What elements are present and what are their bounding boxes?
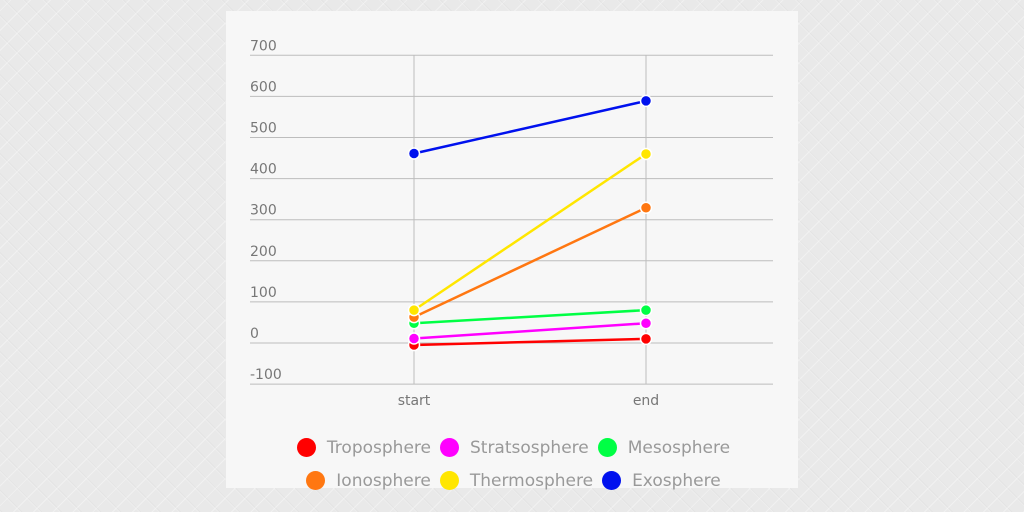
legend-label: Stratsosphere [469, 437, 589, 458]
y-tick-label: 600 [250, 79, 277, 95]
legend-swatch-icon [602, 471, 622, 490]
data-point[interactable] [407, 147, 421, 160]
legend-item[interactable]: Ionosphere [303, 471, 431, 491]
data-point[interactable] [407, 303, 421, 317]
legend-swatch-icon [597, 438, 617, 457]
chart-card: -100 0 100 200 300 400 500 600 700 start end Tropo… [226, 11, 798, 491]
series-line [413, 337, 647, 347]
data-point[interactable] [639, 303, 653, 317]
legend-swatch-icon [296, 438, 316, 457]
y-tick-label: 700 [250, 38, 277, 54]
y-tick-label: 100 [250, 285, 277, 301]
legend-label: Troposphere [326, 437, 431, 458]
legend-row: Ionosphere Thermosphere Exosphere [226, 464, 798, 497]
data-point[interactable] [639, 317, 653, 330]
series-line [413, 308, 647, 325]
y-tick-label: 0 [250, 326, 259, 342]
y-tick-label: 400 [250, 162, 277, 178]
y-tick-label: 300 [250, 203, 277, 219]
legend-swatch-icon [306, 471, 326, 490]
y-tick-label: -100 [250, 367, 282, 383]
legend-row: Troposphere Stratsosphere Mesosphere [226, 431, 798, 464]
series-line [413, 206, 647, 319]
data-point[interactable] [407, 332, 421, 345]
y-tick-label: 200 [250, 244, 277, 260]
series-line [413, 152, 647, 312]
legend-item[interactable]: Exosphere [599, 471, 721, 491]
series-line [413, 99, 647, 155]
chart-legend: Troposphere Stratsosphere Mesosphere Ionosp… [226, 431, 798, 497]
line-chart: -100 0 100 200 300 400 500 600 700 start end [250, 38, 773, 409]
x-tick-label: end [633, 393, 659, 409]
legend-label: Ionosphere [336, 470, 431, 491]
legend-item[interactable]: Mesosphere [595, 438, 730, 458]
data-point[interactable] [639, 332, 653, 346]
legend-item[interactable]: Troposphere [294, 438, 431, 458]
legend-label: Thermosphere [469, 470, 594, 491]
legend-swatch-icon [439, 438, 459, 457]
series-line [413, 322, 647, 340]
data-point[interactable] [639, 94, 653, 108]
legend-item[interactable]: Thermosphere [437, 471, 593, 491]
y-tick-label: 500 [250, 121, 277, 137]
x-tick-label: start [398, 393, 431, 409]
legend-item[interactable]: Stratsosphere [437, 438, 589, 458]
data-point[interactable] [639, 201, 653, 215]
legend-swatch-icon [439, 471, 459, 490]
data-point[interactable] [639, 147, 653, 161]
legend-label: Mesosphere [627, 437, 731, 458]
legend-label: Exosphere [632, 470, 721, 491]
